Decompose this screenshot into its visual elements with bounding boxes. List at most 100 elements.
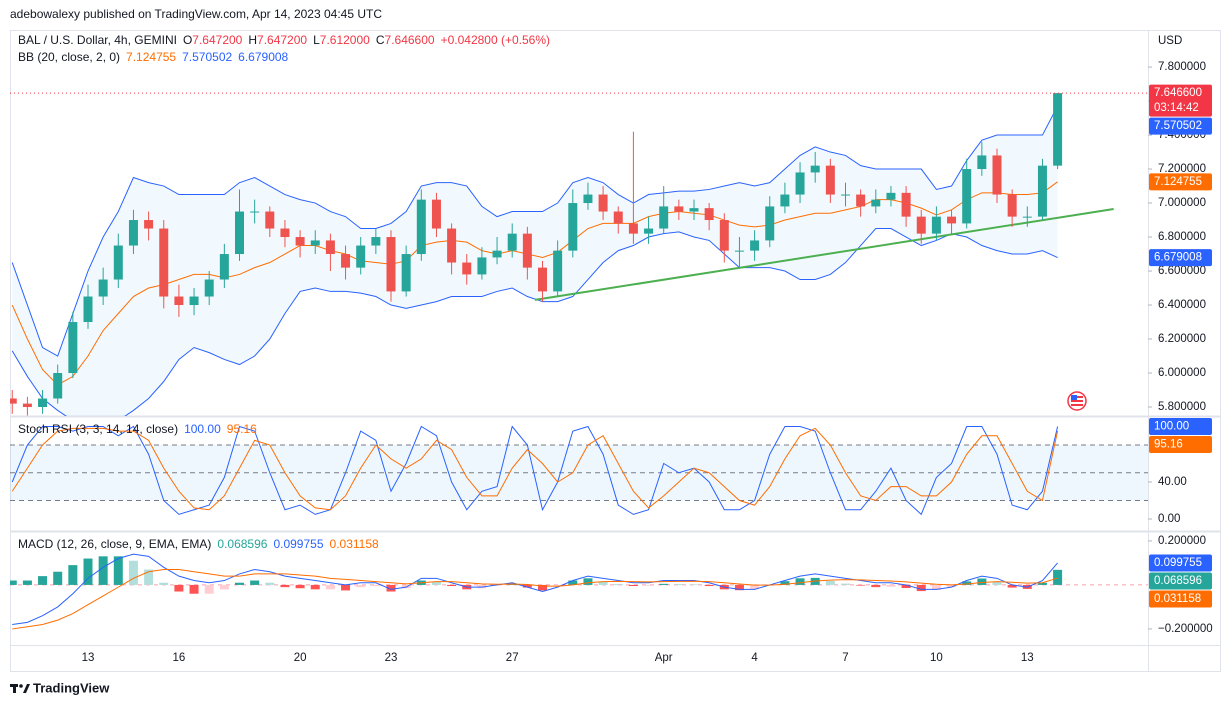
candle-body [144, 220, 154, 229]
value-badge [1149, 436, 1212, 454]
histogram-bar [235, 582, 244, 585]
candle-body [386, 237, 396, 292]
histogram-bar [174, 584, 184, 592]
legend-value: 100.00 [184, 422, 221, 436]
histogram-bar [447, 584, 457, 587]
histogram-bar [431, 581, 441, 585]
pane [10, 93, 1114, 416]
histogram-bar [371, 584, 381, 587]
candle-body [68, 322, 78, 374]
logo-part [23, 684, 30, 693]
histogram-bar [644, 584, 654, 586]
candle-body [265, 211, 275, 229]
x-tick-label: Apr [655, 652, 673, 664]
badge-label: 03:14:42 [1154, 102, 1199, 114]
histogram-bar [734, 584, 744, 591]
badge-label: 0.068596 [1154, 575, 1202, 587]
legend-value: 95.16 [227, 422, 257, 436]
histogram-bar [689, 584, 699, 585]
histogram-bar [553, 584, 563, 586]
candle-body [977, 155, 987, 170]
histogram-bar [947, 584, 957, 588]
histogram-bar [1037, 582, 1047, 585]
candle-body [628, 223, 638, 234]
candle-body [856, 194, 866, 207]
candle-body [174, 296, 184, 306]
histogram-bar [341, 584, 351, 591]
ohlc-value: 7.647200 [192, 33, 242, 47]
histogram-bar [538, 584, 547, 591]
histogram-bar [583, 578, 593, 585]
y-tick-label: 7.800000 [1158, 61, 1206, 73]
histogram-bar [674, 584, 684, 585]
publisher-note: adebowalexy published on TradingView.com… [10, 7, 382, 21]
histogram-bar [598, 581, 608, 585]
x-tick-label: 7 [842, 652, 848, 664]
candle-body [825, 165, 835, 195]
candle-body [295, 237, 305, 246]
candle-body [583, 194, 593, 204]
histogram-bar [871, 584, 881, 588]
value-badge [1149, 418, 1212, 436]
candle-body [98, 279, 108, 297]
legend-value: 0.031158 [330, 537, 379, 551]
x-tick-label: 20 [294, 652, 307, 664]
value-badge [1149, 554, 1212, 572]
y-tick-label: 5.800000 [1158, 401, 1206, 413]
candle-body [53, 373, 63, 399]
histogram-bar [613, 584, 623, 585]
candle-body [507, 233, 517, 251]
band-line [11, 181, 1058, 386]
histogram-bar [219, 584, 229, 590]
candle-body [719, 220, 729, 251]
us-flag-icon [1067, 391, 1087, 411]
badge-label: 0.031158 [1154, 593, 1201, 605]
pane [10, 553, 1148, 630]
candle-body [659, 206, 669, 229]
indicator-title: BB (20, close, 2, 0) [18, 50, 120, 64]
ohlc-value: 7.646600 [385, 33, 435, 47]
stoch-line [11, 427, 1059, 511]
candle-body [10, 398, 17, 404]
value-badge [1149, 173, 1212, 191]
currency-label: USD [1158, 35, 1182, 47]
candle-body [22, 403, 32, 408]
candle-body [401, 254, 411, 292]
x-tick-label: 23 [385, 652, 398, 664]
candle-body [83, 296, 93, 323]
y-tick-label: 6.000000 [1158, 367, 1206, 379]
footer-brand: TradingView [33, 680, 110, 695]
candle-body [371, 237, 381, 246]
trendline [534, 207, 1114, 301]
x-tick-label: 13 [82, 652, 95, 664]
y-tick-label: 6.200000 [1158, 333, 1206, 345]
badge-label: 100.00 [1154, 421, 1189, 433]
flag-stripe [1071, 404, 1083, 406]
badge-label: 0.099755 [1154, 557, 1202, 569]
candle-body [1022, 216, 1032, 218]
histogram-bar [795, 578, 805, 585]
candle-body [795, 172, 805, 195]
histogram-bar [159, 582, 169, 585]
histogram-bar [386, 584, 396, 592]
candle-body [613, 211, 623, 224]
x-tick-label: 10 [930, 652, 943, 664]
histogram-bar [280, 584, 290, 588]
histogram-bar [204, 584, 214, 594]
candle-body [341, 254, 351, 268]
histogram-bar [659, 583, 669, 585]
candle-body [38, 398, 48, 408]
badge-label: 7.646600 [1154, 87, 1202, 99]
change: +0.042800 (+0.56%) [441, 33, 550, 47]
ohlc-key: C [376, 33, 385, 47]
y-tick-label: 6.600000 [1158, 265, 1206, 277]
candle-body [947, 216, 957, 224]
histogram-bar [522, 584, 532, 588]
flag-canton [1071, 395, 1077, 400]
candle-body [750, 240, 760, 251]
legend-value: 7.570502 [182, 50, 232, 64]
legend: MACD (12, 26, close, 9, EMA, EMA) 0.06859… [18, 537, 379, 551]
candle-body [886, 192, 896, 200]
value-badge [1149, 590, 1212, 608]
logo-part [19, 684, 23, 688]
